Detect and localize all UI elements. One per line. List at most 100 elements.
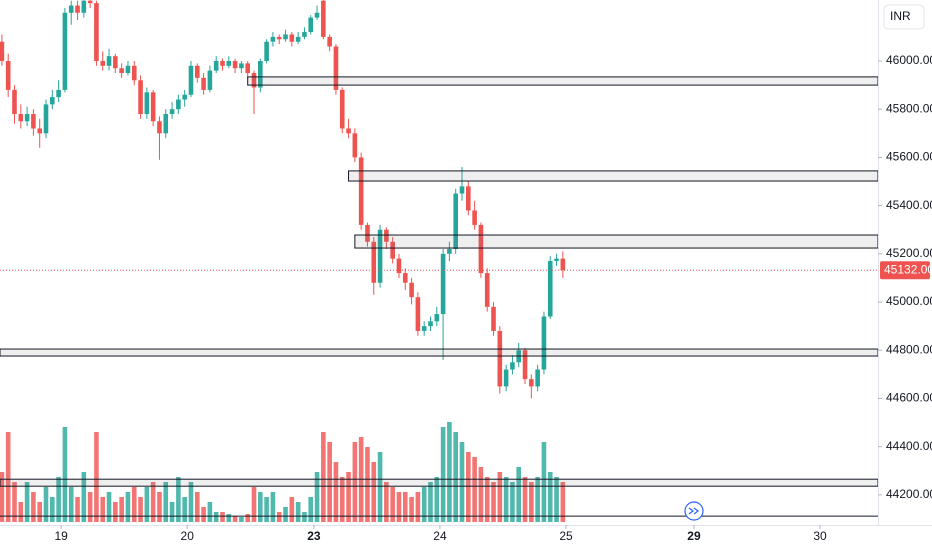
volume-bar: [131, 487, 137, 522]
candle-body: [503, 369, 509, 387]
candle-body: [352, 133, 358, 158]
candle-body: [453, 193, 459, 250]
zone: [0, 478, 878, 487]
volume-bar: [295, 502, 301, 522]
candle-body: [415, 297, 421, 331]
last-price-label: 45132.00: [884, 262, 932, 276]
volume-bar: [50, 497, 55, 522]
candle-body: [396, 258, 402, 274]
volume-bar: [522, 477, 528, 522]
candle-body: [560, 258, 566, 271]
candle-body: [163, 114, 169, 134]
volume-bar: [220, 512, 225, 522]
volume-bar: [31, 492, 36, 522]
candle-body: [327, 36, 332, 47]
candle-body: [31, 114, 36, 129]
volume-bar: [5, 432, 11, 522]
volume-bar: [150, 482, 156, 522]
volume-bar: [113, 502, 118, 522]
candle-body: [194, 65, 200, 78]
candle-body: [358, 157, 364, 225]
candle-body: [302, 32, 307, 37]
volume-bar: [333, 462, 339, 522]
candle-body: [384, 229, 389, 242]
candle-body: [346, 128, 351, 134]
candle-body: [402, 273, 408, 283]
volume-bar: [510, 482, 515, 522]
candle-body: [150, 92, 156, 122]
volume-bar: [169, 502, 175, 522]
candle-body: [289, 34, 295, 42]
candle-body: [18, 114, 24, 122]
volume-bar: [428, 482, 433, 522]
x-tick-label: 23: [307, 529, 321, 543]
volume-bar: [390, 487, 395, 522]
zone: [247, 76, 878, 86]
volume-bar: [176, 477, 181, 522]
axes: INR 44200.00 44400.00 44600.00 44800.00 4500…: [54, 4, 932, 543]
y-tick-label: 46000.00: [886, 53, 932, 67]
candle-body: [144, 92, 150, 115]
candle-body: [447, 249, 452, 254]
candle-body: [131, 65, 137, 81]
volume-bar: [56, 477, 61, 522]
candle-body: [466, 186, 471, 211]
candle-body: [428, 321, 433, 327]
volume-bar: [447, 422, 452, 522]
candle-body: [232, 60, 238, 69]
x-tick-label: 30: [813, 529, 827, 543]
candle-body: [119, 68, 124, 74]
candle-body: [157, 121, 162, 134]
candle-body: [251, 73, 257, 88]
volume-bar: [94, 432, 99, 522]
plot-area: [0, 0, 878, 522]
volume-bar: [352, 442, 358, 522]
volume-bar: [270, 492, 276, 522]
volume-bar: [232, 516, 238, 522]
candle-body: [472, 210, 477, 225]
volume-bar: [302, 512, 307, 522]
candle-body: [276, 36, 282, 40]
volume-bar: [421, 487, 427, 522]
candle-body: [56, 89, 61, 98]
candle-body: [245, 63, 251, 74]
volume-bar: [276, 512, 282, 522]
candle-body: [169, 109, 175, 115]
volume-bar: [87, 492, 93, 522]
volume-bar: [339, 477, 345, 522]
candle-body: [314, 12, 320, 18]
replay-icon[interactable]: [684, 501, 704, 521]
volume-bar: [106, 492, 112, 522]
volume-bar: [0, 472, 5, 522]
y-tick-label: 45400.00: [886, 198, 932, 212]
candle-body: [497, 330, 503, 387]
volume-bar: [396, 492, 402, 522]
volume-bar: [62, 427, 68, 522]
candle-body: [270, 36, 276, 42]
volume-bar: [264, 497, 269, 522]
candle-body: [258, 60, 263, 88]
candle-body: [201, 77, 206, 90]
candle-body: [12, 89, 17, 115]
candle-body: [510, 362, 515, 370]
volume-bar: [188, 482, 194, 522]
volume-bar: [182, 497, 187, 522]
candle-body: [62, 12, 68, 90]
candle-body: [522, 350, 528, 380]
candle-body: [434, 314, 440, 322]
volume-bar: [283, 507, 288, 522]
volume-bar: [81, 472, 87, 522]
candle-body: [529, 379, 534, 387]
candle-body: [125, 65, 131, 74]
volume-bar: [37, 502, 43, 522]
volume-bar: [434, 477, 440, 522]
y-tick-label: 45800.00: [886, 101, 932, 115]
volume-bar: [365, 447, 370, 522]
volume-bar: [466, 452, 471, 522]
volume-bar: [560, 482, 566, 522]
zone: [354, 234, 878, 249]
volume-bar: [226, 514, 232, 522]
candle-body: [94, 3, 99, 61]
volume-bar: [377, 452, 383, 522]
